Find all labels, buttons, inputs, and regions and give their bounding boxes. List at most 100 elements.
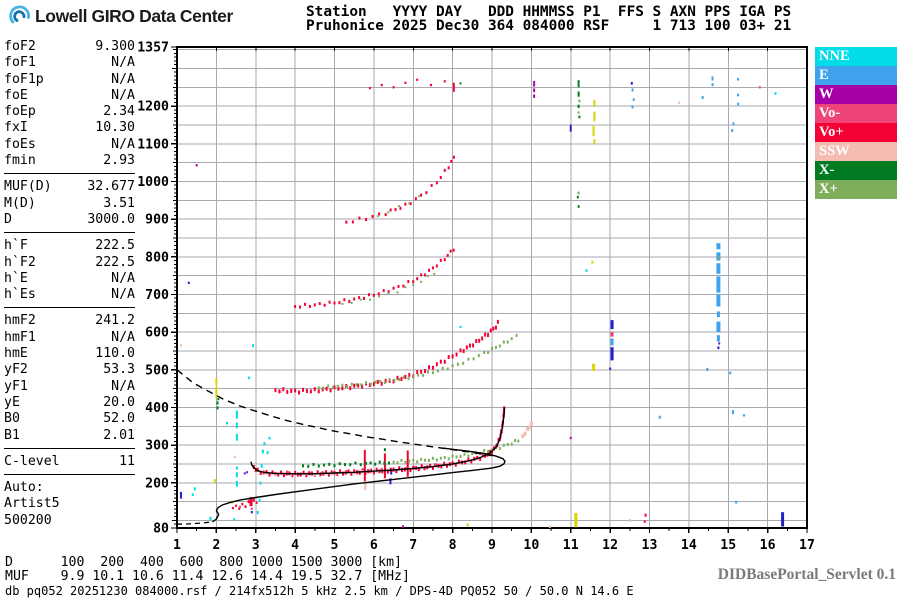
parameter-value: 241.2	[95, 313, 135, 329]
svg-text:200: 200	[145, 476, 169, 491]
svg-text:500: 500	[145, 363, 169, 378]
parameter-value: N/A	[111, 87, 135, 103]
parameter-row: fxI 10.30	[4, 120, 135, 136]
parameter-label: yE	[4, 394, 20, 410]
parameter-row: h`E N/A	[4, 271, 135, 287]
parameter-value: N/A	[111, 378, 135, 394]
parameter-row: foE N/A	[4, 88, 135, 104]
parameter-value: 3000.0	[87, 211, 135, 227]
parameter-label: B1	[4, 427, 20, 443]
parameter-row: C-level 11	[4, 454, 135, 470]
parameter-label: h`Es	[4, 287, 36, 303]
svg-text:1: 1	[173, 538, 181, 553]
station-header-row: Station YYYY DAY DDD HHMMSS P1 FFS S AXN…	[306, 4, 792, 20]
parameter-value: N/A	[111, 329, 135, 345]
muf-table-row: MUF 9.9 10.1 10.6 11.4 12.6 14.4 19.5 32…	[5, 569, 410, 584]
station-value-row: Pruhonice 2025 Dec30 364 084000 RSF 1 71…	[306, 17, 792, 34]
measurement-source-line: db pq052 20251230 084000.rsf / 214fx512h…	[5, 584, 634, 598]
parameter-row: h`F2 222.5	[4, 255, 135, 271]
svg-text:4: 4	[291, 538, 299, 553]
parameter-row: B0 52.0	[4, 411, 135, 427]
parameter-label: foF1p	[4, 71, 44, 87]
svg-text:17: 17	[799, 538, 815, 553]
svg-text:9: 9	[488, 538, 496, 553]
y-axis-ticks	[171, 46, 177, 529]
parameter-row: foF1 N/A	[4, 55, 135, 71]
parameter-row: MUF(D) 32.677	[4, 179, 135, 195]
svg-text:14: 14	[681, 538, 697, 553]
parameter-panel: foF2 9.300 foF1 N/A foF1p N/A foE N/A foEp 2.34 fx…	[4, 39, 135, 529]
legend-item-w: W	[815, 85, 897, 104]
svg-text:11: 11	[563, 538, 579, 553]
parameter-label: yF1	[4, 378, 28, 394]
svg-text:1357: 1357	[137, 41, 169, 56]
parameter-value: 9.300	[95, 39, 135, 54]
parameter-value: N/A	[111, 287, 135, 303]
parameter-label: B0	[4, 411, 20, 427]
legend-item-voplus: Vo+	[815, 123, 897, 142]
parameter-row: hmE 110.0	[4, 346, 135, 362]
svg-text:2: 2	[212, 538, 220, 553]
parameter-value: 20.0	[103, 394, 135, 410]
legend-item-xminus: X-	[815, 161, 897, 180]
distance-table-row: D 100 200 400 600 800 1000 1500 3000 [km…	[5, 555, 402, 570]
logo-text: Lowell GIRO Data Center	[35, 5, 233, 26]
parameter-label: hmE	[4, 346, 28, 362]
parameter-label: 500200	[4, 512, 52, 528]
svg-text:10: 10	[523, 538, 539, 553]
parameter-value: 222.5	[95, 254, 135, 270]
parameter-row: M(D) 3.51	[4, 196, 135, 212]
parameter-value: 2.01	[103, 427, 135, 443]
parameter-label: hmF2	[4, 313, 36, 329]
parameter-value: N/A	[111, 270, 135, 286]
parameter-row: Artist5	[4, 496, 135, 512]
parameter-row: h`Es N/A	[4, 287, 135, 303]
parameter-row: hmF2 241.2	[4, 313, 135, 329]
parameter-value: N/A	[111, 136, 135, 152]
parameter-row: h`F 222.5	[4, 238, 135, 254]
direction-legend: NNE E W Vo- Vo+ SSW X- X+	[815, 47, 897, 199]
svg-text:15: 15	[720, 538, 736, 553]
echo-scatter-marks	[179, 76, 785, 528]
parameter-value: N/A	[111, 71, 135, 87]
parameter-label: foEs	[4, 136, 36, 152]
svg-text:900: 900	[145, 213, 169, 228]
legend-item-vominus: Vo-	[815, 104, 897, 123]
legend-item-e: E	[815, 66, 897, 85]
parameter-value: 32.677	[87, 179, 135, 195]
servlet-version-label: DIDBasePortal_Servlet 0.1	[717, 566, 896, 583]
parameter-label: foF2	[4, 39, 36, 54]
parameter-value: 10.30	[95, 120, 135, 136]
svg-text:600: 600	[145, 326, 169, 341]
svg-text:13: 13	[642, 538, 658, 553]
parameter-row: foEs N/A	[4, 137, 135, 153]
legend-item-nne: NNE	[815, 47, 897, 66]
x-axis-labels: 1 2 3 4 5 6 7 8 9 10 11 12 13 14 15 16 17	[173, 538, 815, 553]
svg-text:1100: 1100	[137, 137, 169, 152]
parameter-row: fmin 2.93	[4, 153, 135, 169]
parameter-label: fmin	[4, 153, 36, 169]
svg-text:16: 16	[760, 538, 776, 553]
parameter-row: yE 20.0	[4, 395, 135, 411]
parameter-row: 500200	[4, 513, 135, 529]
parameter-label: h`F2	[4, 254, 36, 270]
giro-logo: Lowell GIRO Data Center	[8, 5, 233, 27]
svg-text:12: 12	[602, 538, 618, 553]
parameter-label: D	[4, 211, 12, 227]
parameter-row: foF1p N/A	[4, 72, 135, 88]
svg-text:80: 80	[153, 522, 169, 537]
parameter-row: hmF1 N/A	[4, 330, 135, 346]
parameter-row: yF2 53.3	[4, 362, 135, 378]
svg-text:300: 300	[145, 439, 169, 454]
x-axis-ticks	[176, 47, 808, 533]
svg-text:5: 5	[331, 538, 339, 553]
parameter-label: h`E	[4, 270, 28, 286]
parameter-label: Artist5	[4, 496, 60, 512]
svg-text:700: 700	[145, 288, 169, 303]
legend-item-xplus: X+	[815, 180, 897, 199]
parameter-value: 2.34	[103, 104, 135, 120]
parameter-row: B1 2.01	[4, 428, 135, 444]
parameter-value: N/A	[111, 55, 135, 71]
parameter-label: h`F	[4, 238, 28, 254]
parameter-value: 52.0	[103, 411, 135, 427]
